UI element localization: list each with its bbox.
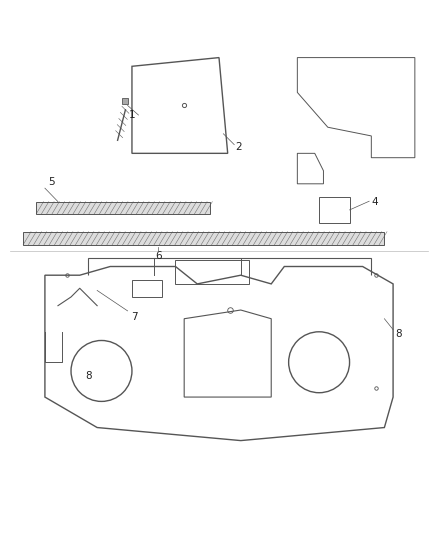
Text: 1: 1	[129, 110, 135, 120]
Text: 2: 2	[235, 142, 242, 152]
Text: 7: 7	[131, 312, 138, 322]
Bar	[176, 260, 250, 284]
Text: 4: 4	[371, 197, 378, 207]
Text: 8: 8	[85, 371, 92, 381]
Text: 8: 8	[395, 329, 402, 339]
Bar	[36, 201, 210, 214]
Bar	[132, 279, 162, 297]
Bar	[23, 232, 385, 245]
Text: 5: 5	[48, 176, 55, 187]
Text: 6: 6	[155, 252, 161, 262]
